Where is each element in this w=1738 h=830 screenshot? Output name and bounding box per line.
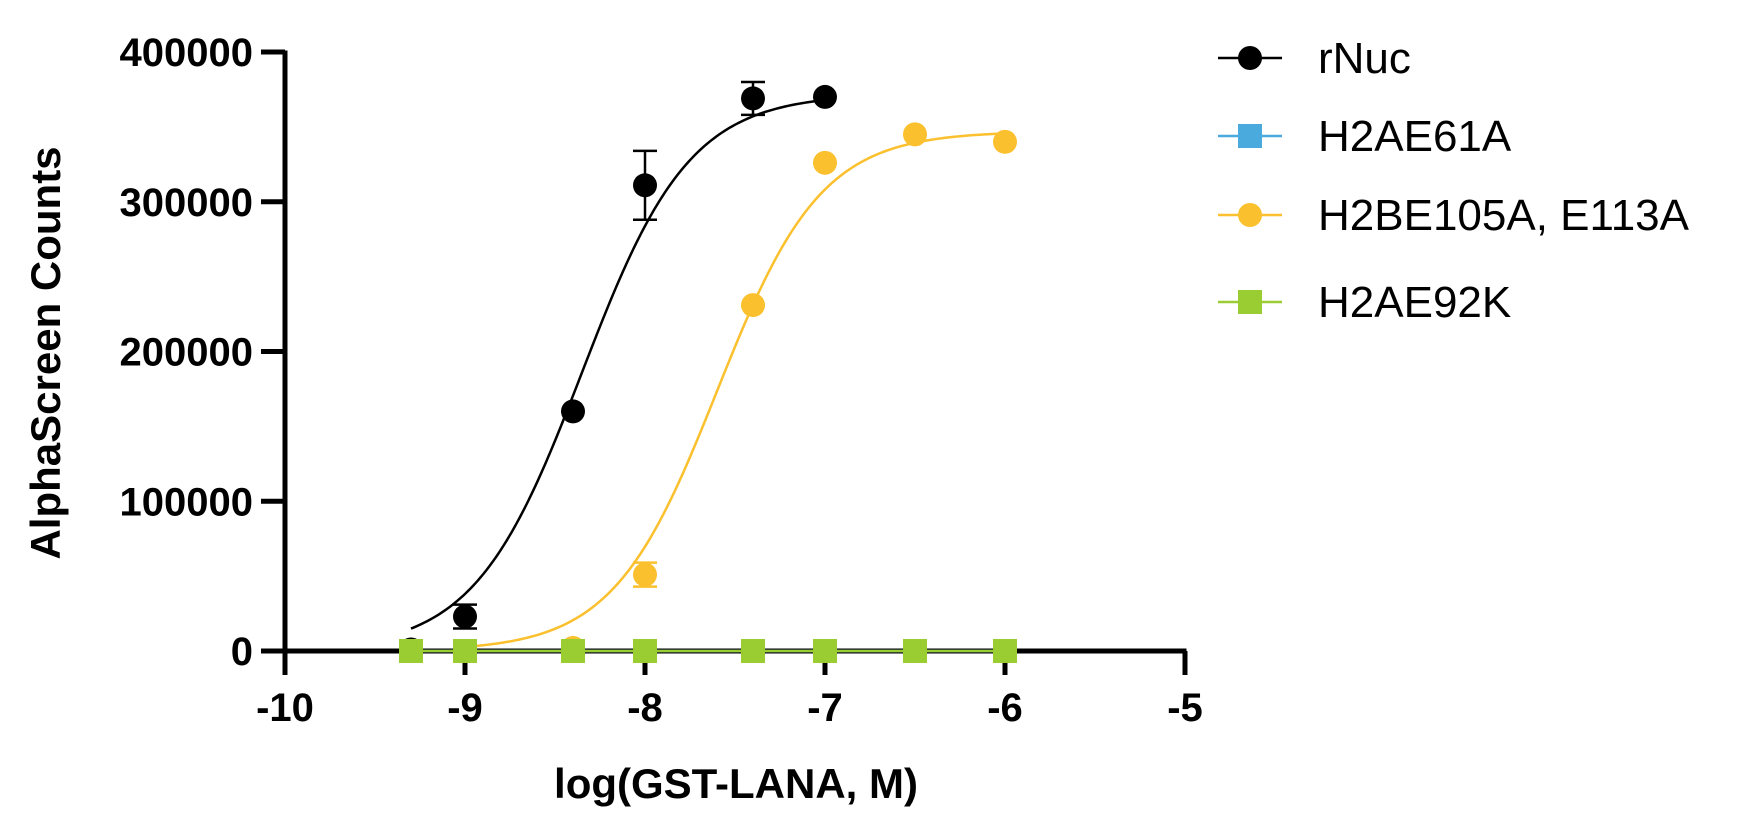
legend-label: H2AE92K	[1318, 278, 1511, 327]
x-tick-label: -7	[807, 686, 843, 730]
data-point	[561, 639, 585, 663]
data-point	[453, 604, 477, 629]
x-tick-label: -6	[987, 686, 1023, 730]
error-bars	[453, 80, 765, 630]
data-point	[993, 129, 1017, 154]
data-point	[633, 173, 657, 198]
data-point	[633, 562, 657, 587]
legend-label: H2AE61A	[1318, 112, 1512, 161]
legend: rNuc H2AE61A H2BE105A, E113A H2AE92K	[1218, 34, 1690, 327]
data-point	[453, 639, 477, 663]
fit-curves	[410, 98, 1006, 653]
data-point	[813, 639, 837, 663]
data-point	[903, 122, 927, 147]
legend-marker	[1238, 290, 1262, 314]
x-axis-title: log(GST-LANA, M)	[554, 760, 918, 807]
data-point	[561, 399, 585, 424]
legend-marker	[1238, 203, 1262, 227]
data-point	[633, 639, 657, 663]
data-point	[813, 84, 837, 109]
legend-label: H2BE105A, E113A	[1318, 191, 1690, 240]
data-point	[741, 86, 765, 111]
axes	[261, 49, 1188, 675]
legend-label: rNuc	[1318, 34, 1411, 83]
legend-marker	[1238, 46, 1262, 70]
data-point	[741, 293, 765, 318]
data-point	[741, 639, 765, 663]
data-markers	[399, 84, 1017, 663]
y-tick-label: 400000	[120, 31, 253, 75]
data-point	[813, 150, 837, 175]
x-tick-label: -5	[1167, 686, 1203, 730]
y-tick-label: 0	[231, 630, 253, 674]
y-tick-label: 100000	[120, 480, 253, 524]
y-tick-label: 300000	[120, 181, 253, 225]
data-point	[399, 639, 423, 663]
legend-marker	[1238, 124, 1262, 148]
x-tick-label: -9	[447, 686, 483, 730]
x-tick-label: -10	[256, 686, 314, 730]
data-point	[903, 639, 927, 663]
fit-curve	[410, 98, 826, 630]
y-axis-title: AlphaScreen Counts	[22, 146, 69, 559]
y-tick-label: 200000	[120, 331, 253, 375]
x-tick-label: -8	[627, 686, 663, 730]
tick-labels: -10 -9 -8 -7 -6 -5 0 100000 200000 300000 400000	[120, 31, 1203, 730]
data-point	[993, 639, 1017, 663]
fit-curve	[464, 132, 1006, 649]
